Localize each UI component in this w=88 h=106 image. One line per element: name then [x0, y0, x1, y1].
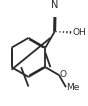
Text: Me: Me — [66, 83, 80, 92]
Text: OH: OH — [73, 28, 87, 37]
Text: O: O — [59, 70, 66, 79]
Text: N: N — [51, 0, 59, 10]
